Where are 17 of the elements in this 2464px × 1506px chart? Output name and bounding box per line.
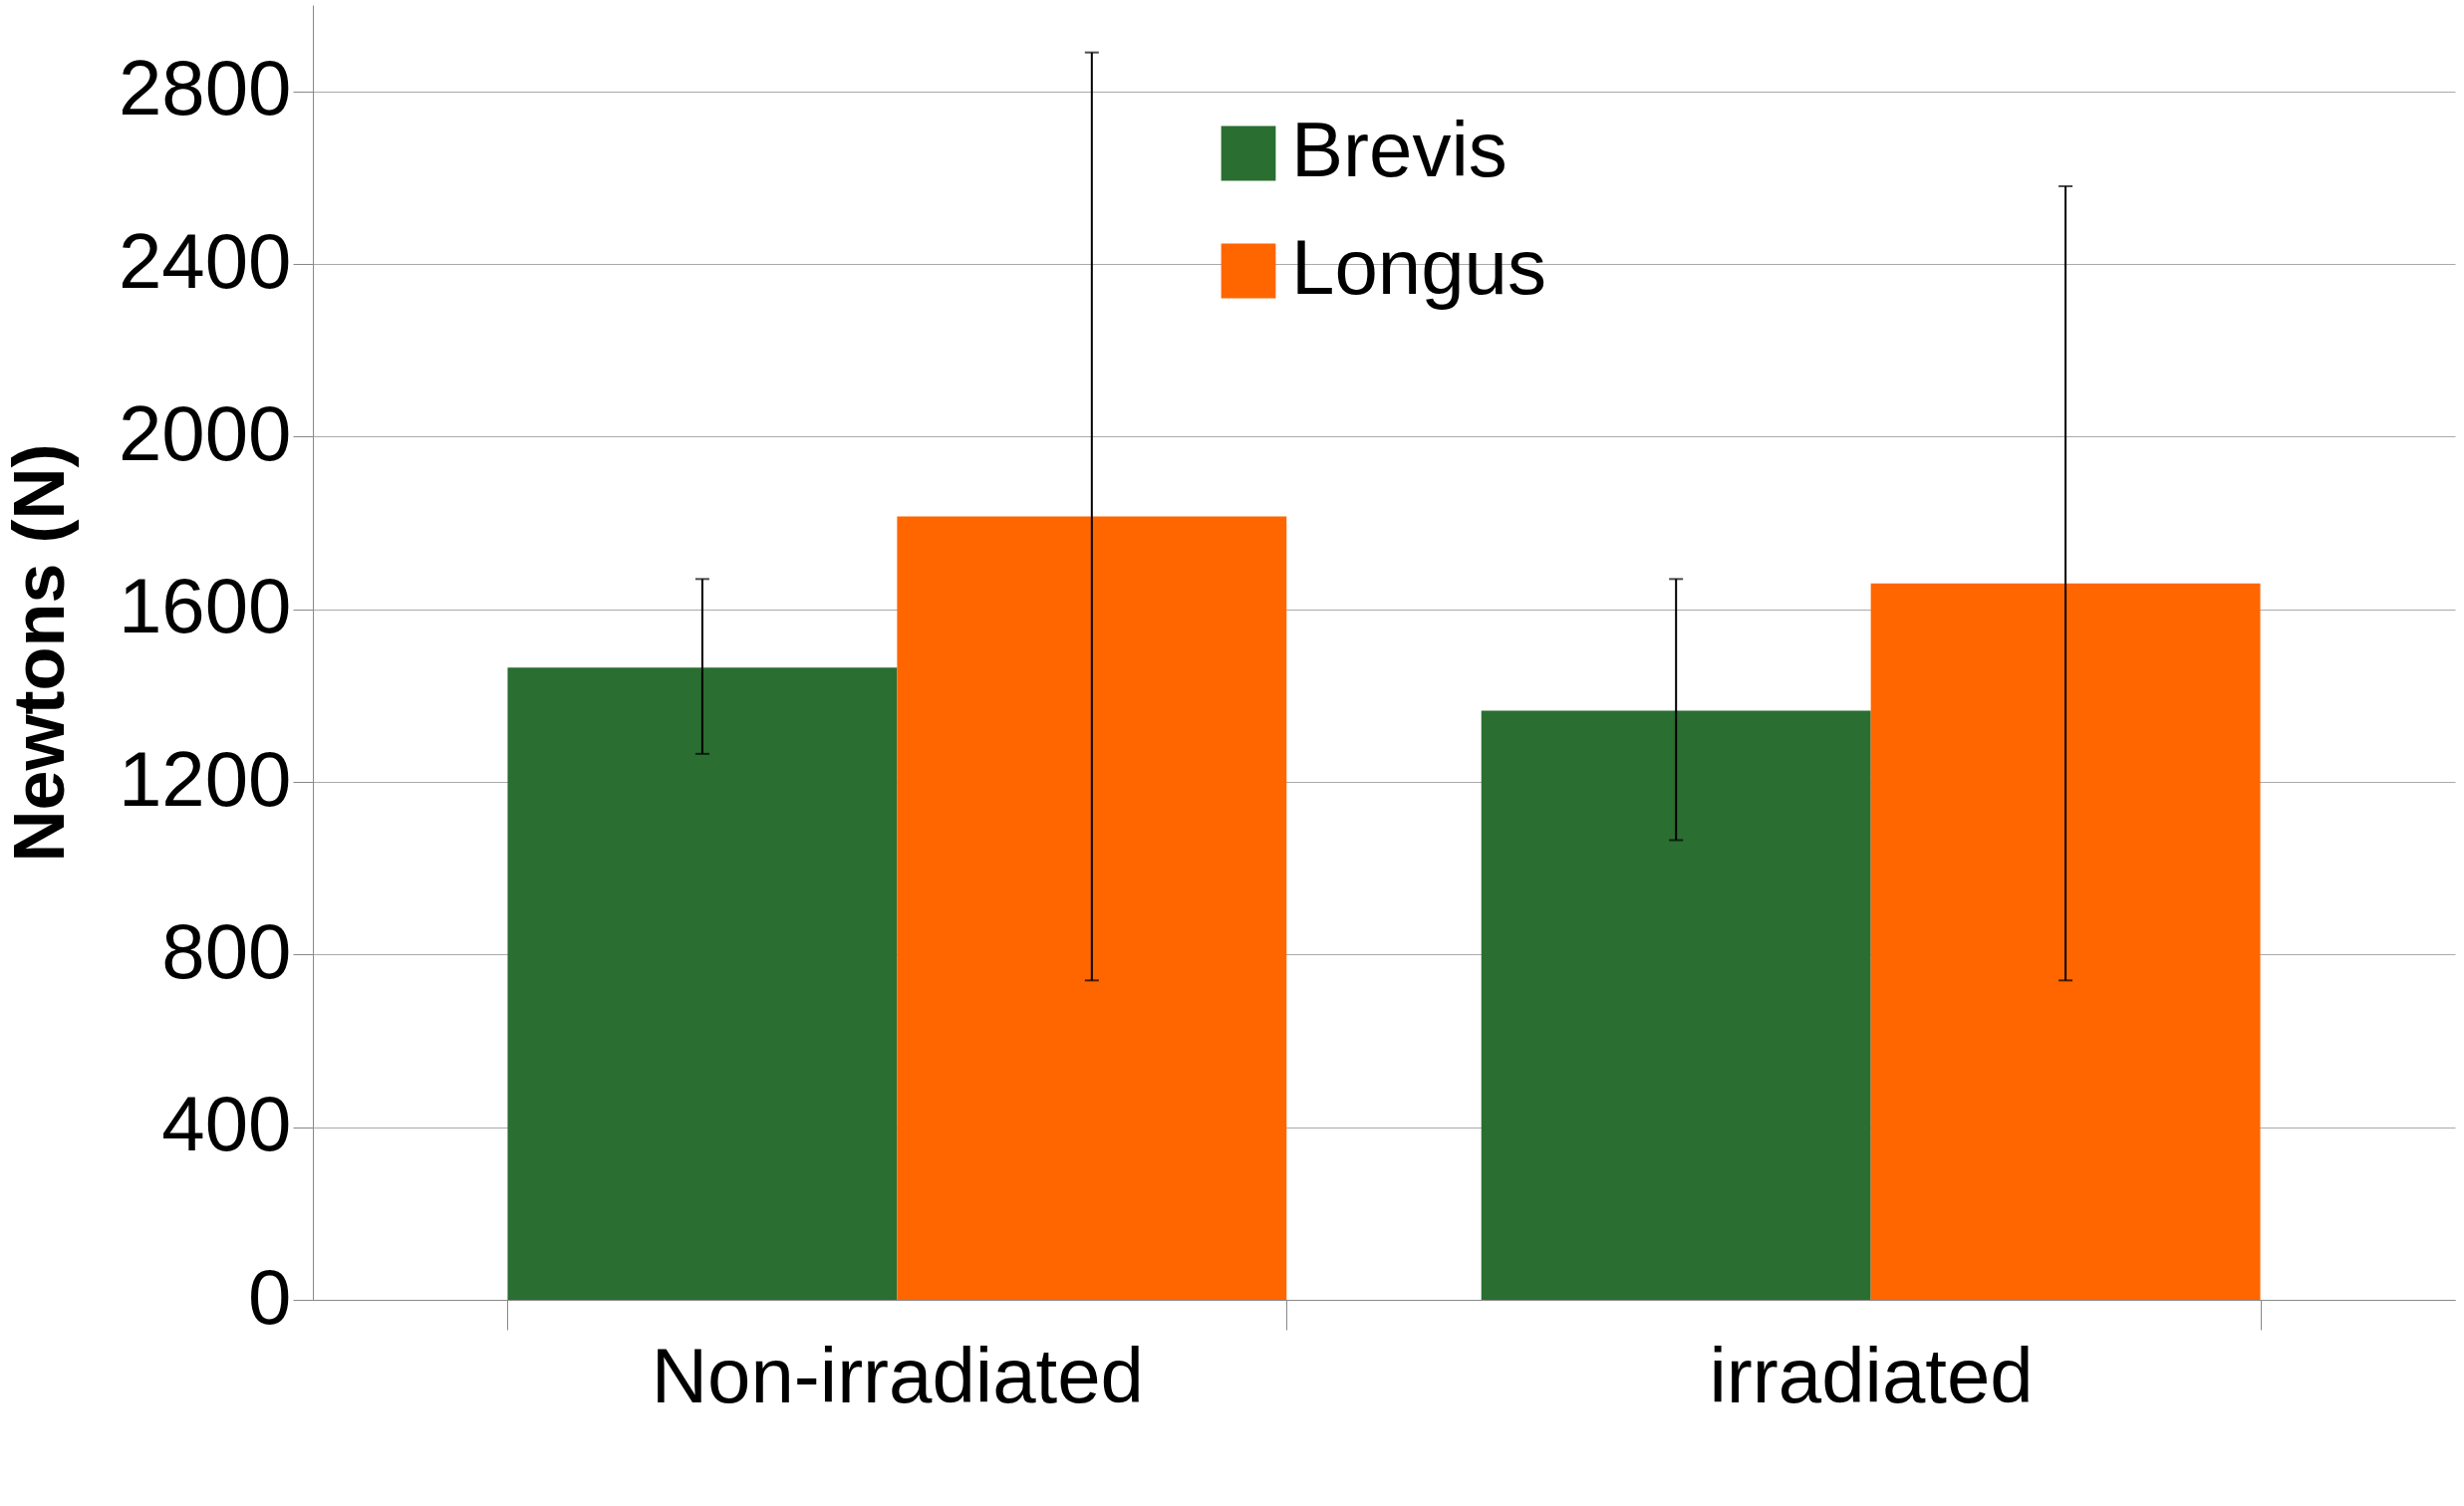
- y-tick-label: 1600: [118, 562, 292, 650]
- x-tick-label: irradiated: [1709, 1331, 2034, 1419]
- y-tick-label: 2400: [118, 216, 292, 305]
- x-tick-label: Non-irradiated: [651, 1331, 1144, 1419]
- legend-label: Longus: [1291, 223, 1546, 311]
- y-tick-label: 2800: [118, 44, 292, 132]
- bar: [507, 667, 898, 1300]
- bar: [1870, 583, 2261, 1300]
- y-tick-label: 800: [161, 906, 292, 995]
- bar: [897, 516, 1287, 1300]
- y-axis-title: Newtons (N): [0, 443, 79, 863]
- y-tick-label: 0: [248, 1252, 292, 1341]
- y-tick-label: 400: [161, 1080, 292, 1168]
- y-tick-label: 1200: [118, 734, 292, 823]
- legend-label: Brevis: [1291, 106, 1507, 193]
- y-tick-label: 2000: [118, 388, 292, 477]
- bar: [1481, 710, 1871, 1300]
